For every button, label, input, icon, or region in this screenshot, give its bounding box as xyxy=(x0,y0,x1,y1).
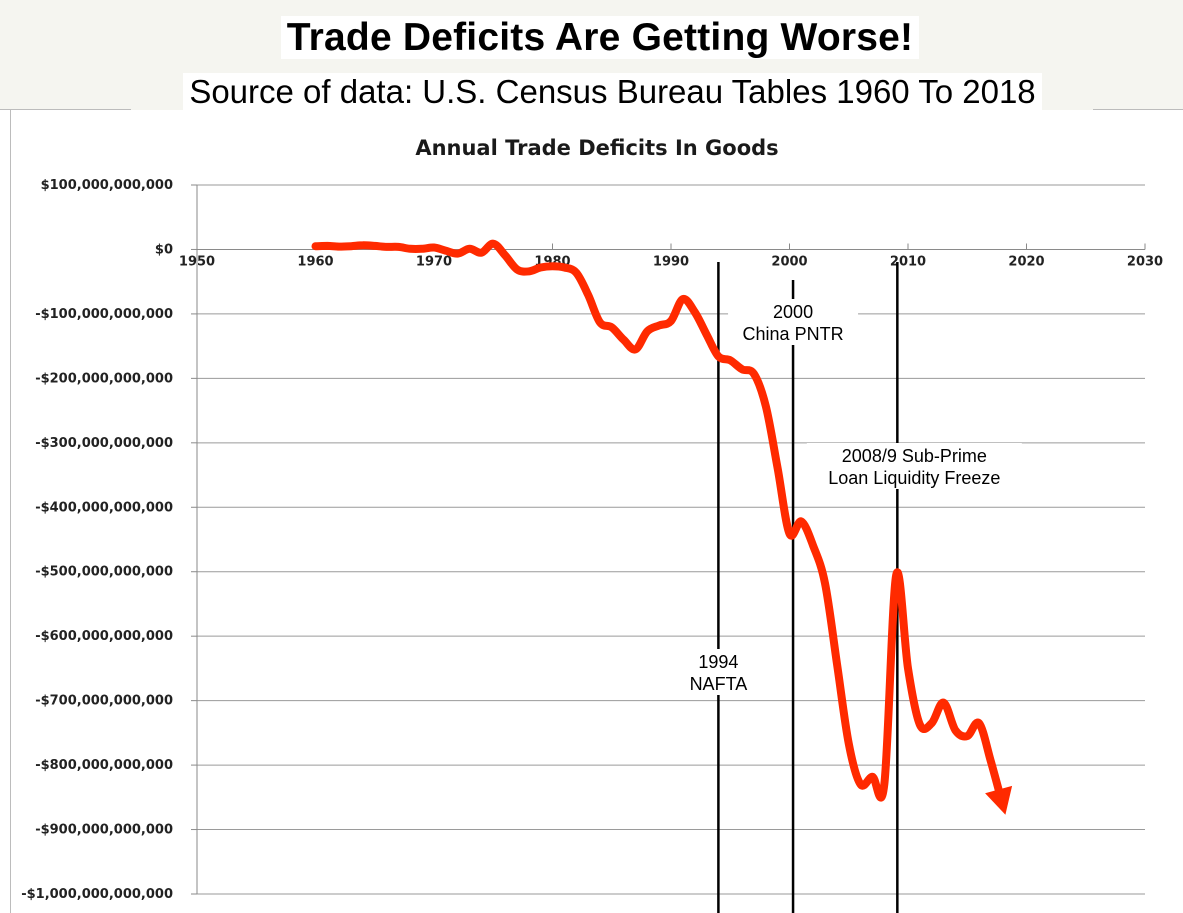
y-tick-label: -$500,000,000,000 xyxy=(35,565,173,580)
y-tick-label: -$300,000,000,000 xyxy=(35,436,173,451)
page-subtitle: Source of data: U.S. Census Bureau Table… xyxy=(0,73,1183,111)
series-layer xyxy=(311,239,1013,815)
annotation-label: China PNTR xyxy=(743,324,844,344)
y-tick-label: $100,000,000,000 xyxy=(41,178,173,193)
x-tick-label: 1960 xyxy=(297,254,333,269)
x-tick-label: 2030 xyxy=(1127,254,1163,269)
y-tick-label: -$800,000,000,000 xyxy=(35,758,173,773)
page-title: Trade Deficits Are Getting Worse! xyxy=(0,16,1183,60)
header-rule-left xyxy=(0,109,131,110)
y-axis: $100,000,000,000 $0 -$100,000,000,000 -$200… xyxy=(21,178,198,902)
series-arrowhead xyxy=(985,785,1013,815)
page-title-text: Trade Deficits Are Getting Worse! xyxy=(280,16,920,59)
annotation-label: NAFTA xyxy=(690,674,748,694)
y-tick-label: -$900,000,000,000 xyxy=(35,823,173,838)
chart-title: Annual Trade Deficits In Goods xyxy=(415,136,778,160)
y-tick-label: -$600,000,000,000 xyxy=(35,629,173,644)
annotation-label: Loan Liquidity Freeze xyxy=(828,468,1000,488)
annotation-box xyxy=(806,443,1022,489)
y-tick-label: -$200,000,000,000 xyxy=(35,371,173,386)
x-tick-label: 1970 xyxy=(416,254,452,269)
y-tick-label: $0 xyxy=(155,242,173,257)
x-tick-label: 1950 xyxy=(179,254,215,269)
x-tick-label: 2010 xyxy=(890,254,926,269)
page-subtitle-text: Source of data: U.S. Census Bureau Table… xyxy=(183,73,1042,110)
x-tick-label: 2000 xyxy=(771,254,807,269)
x-tick-label: 2020 xyxy=(1008,254,1044,269)
y-tick-label: -$700,000,000,000 xyxy=(35,694,173,709)
annotation-label: 2000 xyxy=(773,302,813,322)
y-tick-label: -$100,000,000,000 xyxy=(35,307,173,322)
annotation-label: 1994 xyxy=(698,652,738,672)
gridlines xyxy=(197,184,1145,895)
header-rule-right xyxy=(1093,109,1183,110)
series-line xyxy=(311,239,1007,810)
chart-left-border xyxy=(10,110,11,913)
x-tick-label: 1990 xyxy=(653,254,689,269)
annotation-box xyxy=(728,299,859,345)
annotation-label: 2008/9 Sub-Prime xyxy=(842,446,987,466)
y-tick-label: -$1,000,000,000,000 xyxy=(21,887,173,902)
annotation-box xyxy=(683,649,754,695)
y-tick-label: -$400,000,000,000 xyxy=(35,500,173,515)
